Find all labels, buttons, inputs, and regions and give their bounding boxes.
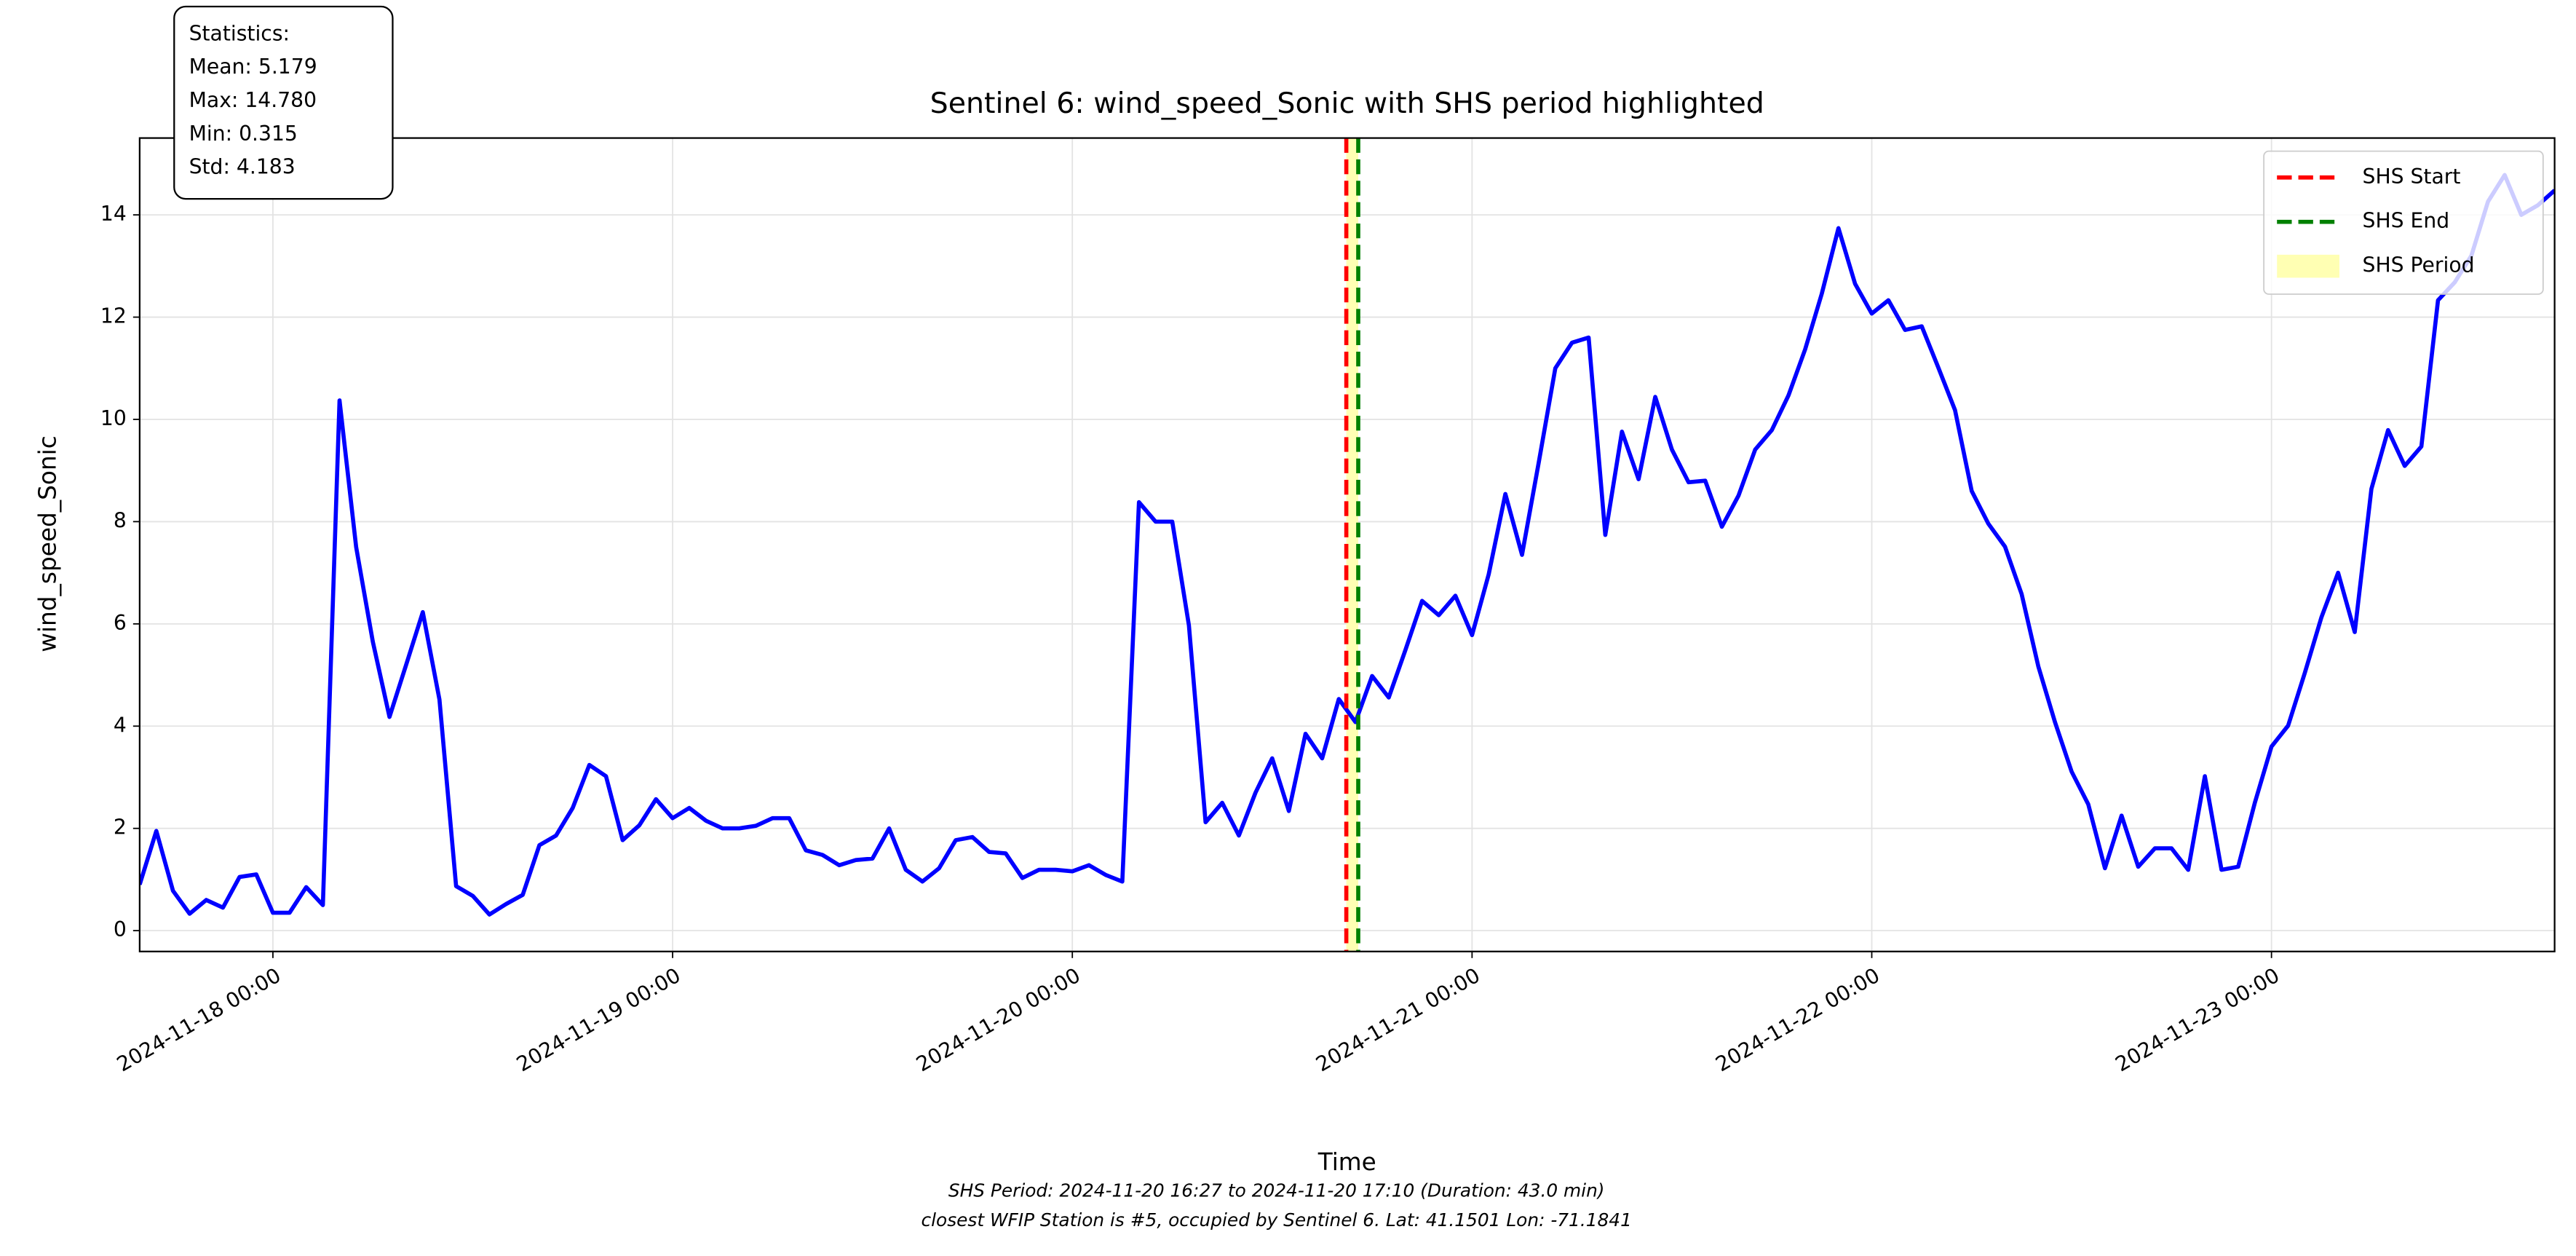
y-tick-label: 6 xyxy=(114,611,127,635)
data-line xyxy=(139,173,2555,917)
y-tick-label: 2 xyxy=(114,815,127,840)
y-tick-label: 12 xyxy=(100,304,127,328)
stats-line: Max: 14.780 xyxy=(189,88,317,112)
y-tick-label: 10 xyxy=(100,406,127,430)
legend-label: SHS Period xyxy=(2363,253,2475,277)
y-axis-label: wind_speed_Sonic xyxy=(34,435,62,652)
legend-label: SHS Start xyxy=(2363,165,2461,189)
stats-line: Min: 0.315 xyxy=(189,122,298,146)
x-axis-label: Time xyxy=(1317,1148,1376,1176)
y-tick-label: 14 xyxy=(100,202,127,226)
y-tick-label: 0 xyxy=(114,917,127,941)
y-tick-label: 4 xyxy=(114,713,127,737)
stats-box xyxy=(173,5,394,200)
footnote: SHS Period: 2024-11-20 16:27 to 2024-11-… xyxy=(948,1180,1605,1201)
legend-patch xyxy=(2277,254,2339,278)
stats-line: Mean: 5.179 xyxy=(189,55,317,79)
shs-period xyxy=(1346,138,1359,952)
legend-label: SHS End xyxy=(2363,209,2450,233)
plot-frame xyxy=(138,137,2556,952)
footnote: closest WFIP Station is #5, occupied by … xyxy=(922,1209,1632,1231)
chart-title: Sentinel 6: wind_speed_Sonic with SHS pe… xyxy=(930,87,1764,120)
stats-line: Statistics: xyxy=(189,21,290,45)
stats-line: Std: 4.183 xyxy=(189,155,296,179)
y-tick-label: 8 xyxy=(114,508,127,532)
